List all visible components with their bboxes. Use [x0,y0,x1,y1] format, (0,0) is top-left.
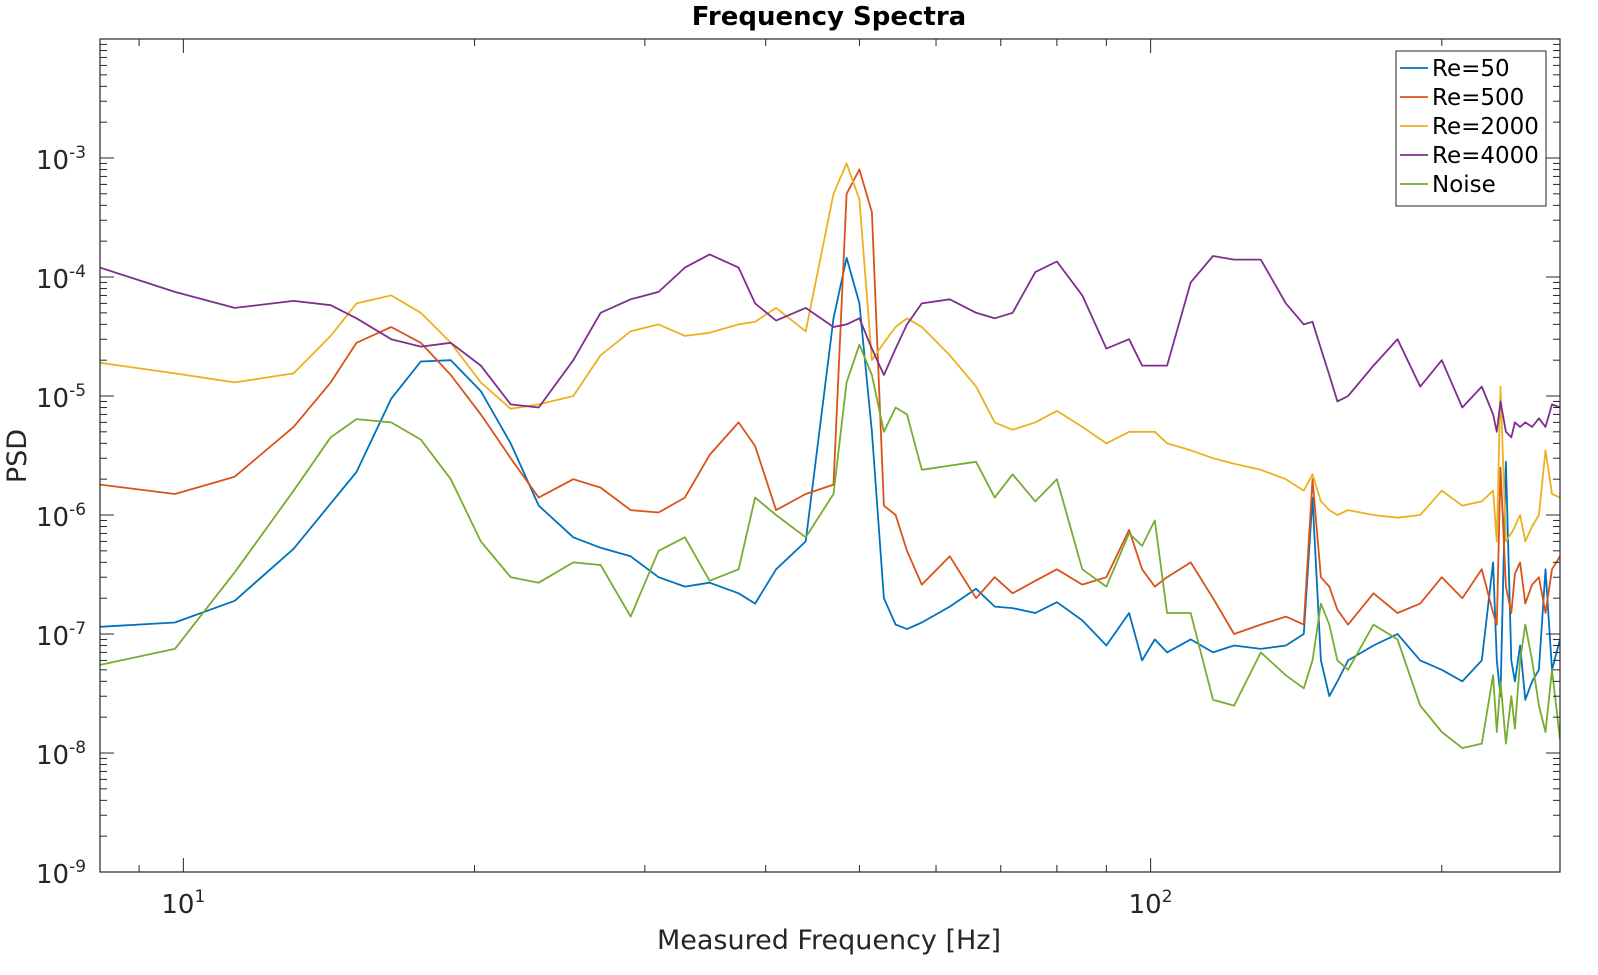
series-group [100,162,1560,749]
legend-entry-label: Re=500 [1432,85,1524,111]
legend-entry-label: Noise [1432,172,1496,198]
axes-box [99,38,1561,873]
y-tick-label: 10-5 [36,381,86,414]
chart-title: Frequency Spectra [692,2,966,32]
y-tick-label: 10-9 [36,857,86,890]
series-line-noise [100,343,1560,749]
legend-entry-label: Re=2000 [1432,114,1539,140]
series-line-re-500 [100,168,1560,635]
legend: Re=50 Re=500 Re=2000 Re=4000 Noise [1395,50,1547,207]
y-tick-label: 10-3 [36,143,86,176]
axis-ticks: 101 102 10-9 10-8 10-7 10-6 10-5 10-4 10-3 [36,39,1560,920]
y-axis-label: PSD [2,429,33,483]
y-tick-label: 10-7 [36,619,86,652]
x-axis-label: Measured Frequency [Hz] [657,925,1001,956]
y-tick-label: 10-4 [36,262,86,295]
y-tick-label: 10-6 [36,500,86,533]
y-tick-label: 10-8 [36,738,86,771]
x-tick-label: 102 [1129,887,1173,920]
series-line-re-50 [100,256,1560,701]
legend-box [1395,50,1547,207]
series-line-re-4000 [100,253,1560,439]
x-tick-label: 101 [161,887,205,920]
series-line-re-2000 [100,162,1560,543]
legend-entry-label: Re=4000 [1432,143,1539,169]
legend-entry-label: Re=50 [1432,56,1510,82]
